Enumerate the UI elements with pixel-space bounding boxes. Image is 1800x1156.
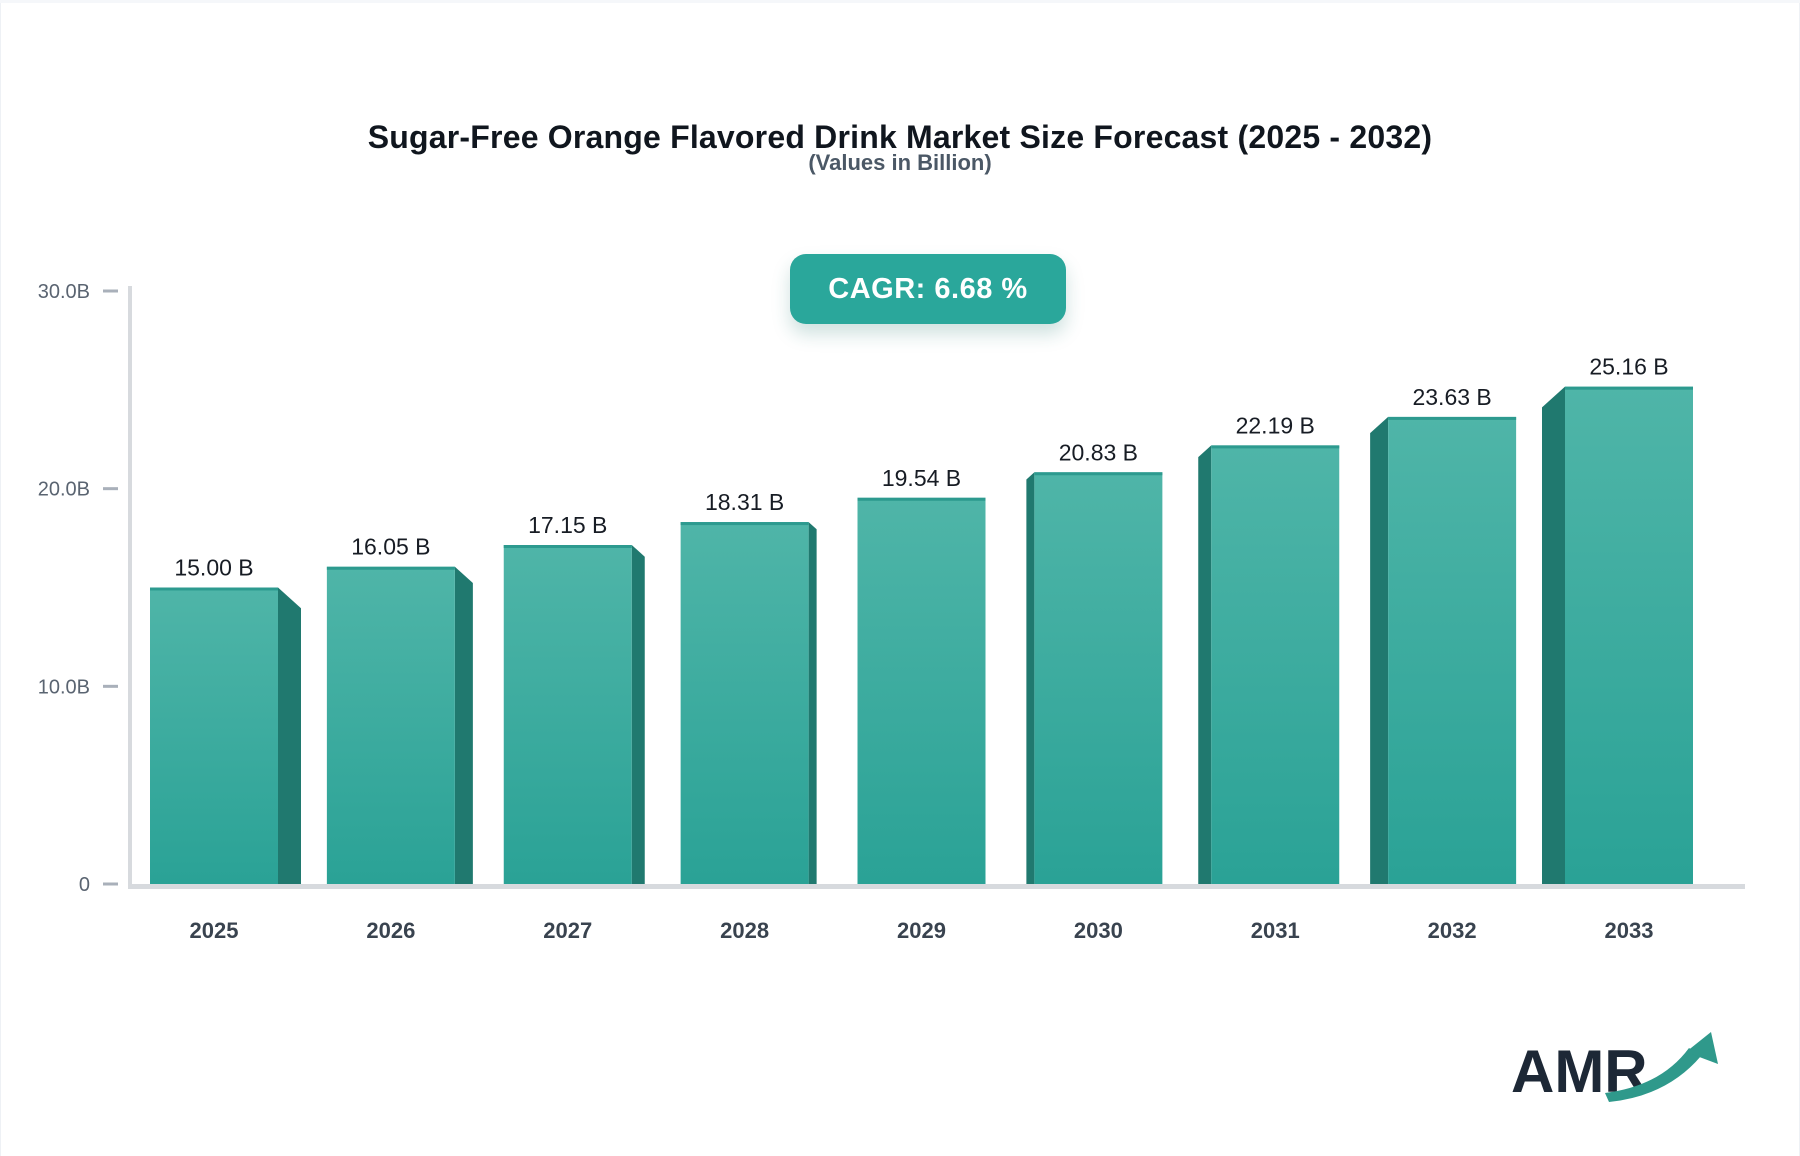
bar-front-face — [1565, 386, 1693, 884]
bar-top-edge — [150, 587, 278, 591]
y-tick — [103, 487, 118, 491]
y-tick-label: 10.0B — [38, 676, 90, 698]
page-subtitle: (Values in Billion) — [808, 150, 992, 175]
amr-logo: AMR — [1511, 1032, 1718, 1105]
bar-front-face — [857, 497, 986, 884]
bar-top-edge — [326, 566, 455, 570]
x-axis-label: 2031 — [1251, 918, 1300, 943]
bar-front-face — [680, 522, 809, 884]
bar-top-edge — [503, 545, 632, 549]
page-title: Sugar-Free Orange Flavored Drink Market … — [367, 119, 1433, 156]
x-axis-line — [128, 884, 1745, 889]
bar-2032[interactable]: 23.63 B 2032 — [1370, 384, 1517, 943]
bar-front-face — [503, 545, 632, 884]
bar-top-edge — [1211, 445, 1340, 449]
bar-side-face — [631, 545, 645, 884]
cagr-badge: CAGR: 6.68 % — [790, 254, 1066, 324]
x-axis-label: 2030 — [1074, 918, 1123, 943]
bar-top-edge — [1034, 472, 1163, 476]
bar-value-label: 25.16 B — [1589, 354, 1668, 380]
bar-value-label: 20.83 B — [1059, 439, 1138, 465]
y-tick — [103, 289, 118, 293]
bar-side-face — [1370, 416, 1389, 884]
bar-value-label: 16.05 B — [351, 534, 430, 560]
y-axis-line — [128, 286, 132, 889]
bar-value-label: 18.31 B — [705, 489, 784, 515]
bar-value-label: 17.15 B — [528, 512, 607, 538]
bar-2030[interactable]: 20.83 B 2030 — [1026, 439, 1163, 943]
bar-front-face — [150, 587, 278, 884]
bar-2031[interactable]: 22.19 B 2031 — [1198, 412, 1340, 943]
bar-value-label: 22.19 B — [1236, 412, 1315, 438]
y-tick — [103, 882, 118, 886]
y-tick-label: 30.0B — [38, 281, 90, 303]
x-axis-label: 2025 — [190, 918, 239, 943]
bar-2026[interactable]: 16.05 B 2026 — [326, 534, 473, 943]
bar-2028[interactable]: 18.31 B 2028 — [680, 489, 817, 943]
bar-top-edge — [1388, 416, 1517, 420]
bar-side-face — [454, 566, 473, 884]
bar-top-edge — [680, 522, 809, 526]
x-axis-label: 2026 — [366, 918, 415, 943]
bar-2025[interactable]: 15.00 B 2025 — [150, 555, 301, 944]
bar-side-face — [1026, 472, 1035, 884]
bar-front-face — [1211, 445, 1340, 884]
x-axis-label: 2028 — [720, 918, 769, 943]
bar-side-face — [1198, 445, 1212, 884]
bar-front-face — [1034, 472, 1163, 884]
bar-front-face — [1388, 416, 1517, 884]
bar-side-face — [1542, 386, 1565, 884]
bar-side-face — [278, 587, 301, 884]
cagr-badge-label: CAGR: 6.68 % — [828, 272, 1028, 305]
x-axis-label: 2033 — [1605, 918, 1654, 943]
x-axis-label: 2029 — [897, 918, 946, 943]
y-tick-label: 20.0B — [38, 479, 90, 501]
bar-value-label: 19.54 B — [882, 465, 961, 491]
bar-side-face — [808, 522, 817, 884]
y-tick — [103, 684, 118, 688]
x-axis-label: 2032 — [1428, 918, 1477, 943]
bar-front-face — [326, 566, 455, 884]
logo-arrow-icon — [1605, 1048, 1701, 1102]
bar-top-edge — [1565, 386, 1693, 390]
bar-2027[interactable]: 17.15 B 2027 — [503, 512, 645, 943]
bar-2029[interactable]: 19.54 B 2029 — [857, 465, 986, 943]
bar-value-label: 15.00 B — [174, 555, 253, 581]
x-axis-label: 2027 — [543, 918, 592, 943]
bar-value-label: 23.63 B — [1412, 384, 1491, 410]
logo-arrowhead-icon — [1686, 1032, 1718, 1064]
y-tick-label: 0 — [79, 874, 90, 896]
bar-top-edge — [857, 497, 986, 501]
bar-2033[interactable]: 25.16 B 2033 — [1542, 354, 1693, 943]
